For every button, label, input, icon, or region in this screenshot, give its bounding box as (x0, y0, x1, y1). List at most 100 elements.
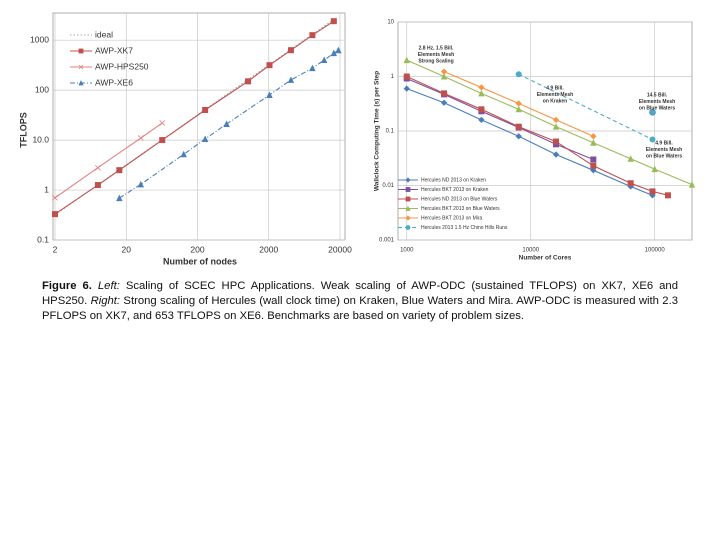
marker (201, 135, 209, 143)
marker (478, 84, 485, 91)
marker (137, 180, 145, 188)
caption-text: Scaling of SCEC HPC Applications. Weak s… (42, 280, 678, 307)
y-tick-label: 1 (44, 184, 49, 194)
marker (287, 47, 294, 54)
annotation: on Kraken (543, 98, 567, 104)
marker (180, 150, 187, 158)
figure: 0.1 1 10.0 100 1000 2 20 200 2000 20000 Number of … (18, 12, 696, 266)
marker (590, 156, 597, 163)
marker (478, 106, 485, 113)
legend-label: ideal (95, 29, 113, 39)
annotation: Elements Mesh (639, 99, 675, 105)
marker (78, 64, 84, 70)
y-tick-label: 0.01 (382, 183, 394, 189)
annotation-point (649, 109, 656, 116)
x-tick-label: 2000 (259, 244, 278, 254)
marker (223, 120, 230, 127)
marker (309, 32, 316, 39)
marker (590, 139, 597, 146)
marker (78, 80, 84, 86)
marker (405, 205, 411, 211)
marker (664, 192, 671, 199)
legend-label: Hercules 2013 1.5 Hz Chino Hills Runs (421, 225, 508, 231)
annotation: 2.8 Hz, 1.5 Bill. (419, 45, 454, 51)
marker (405, 177, 411, 183)
marker (405, 187, 411, 192)
marker (52, 194, 58, 201)
marker (590, 162, 597, 169)
legend-label: Hercules ND 2013 on Kraken (421, 177, 486, 183)
marker (440, 73, 448, 80)
marker (403, 85, 410, 92)
x-tick-label: 20000 (328, 244, 352, 254)
y-tick-label: 0.1 (386, 129, 395, 135)
marker (405, 196, 411, 202)
marker (287, 76, 295, 83)
annotation: Strong Scaling (418, 58, 453, 64)
x-tick-label: 100000 (645, 248, 666, 254)
marker (202, 107, 209, 114)
marker (590, 167, 597, 174)
annotation: Elements Mesh (646, 147, 682, 153)
marker (552, 123, 560, 130)
x-tick-label: 2 (53, 244, 58, 254)
marker (245, 78, 252, 85)
marker (553, 138, 560, 145)
y-tick-label: 10 (387, 20, 394, 26)
marker (627, 155, 634, 162)
y-tick-label: 0.001 (379, 238, 395, 244)
marker (440, 68, 448, 75)
marker (335, 46, 342, 54)
marker (266, 91, 273, 98)
marker (515, 123, 522, 130)
annotation: 4.9 Bill. (546, 85, 564, 91)
legend-label: Hercules BKT 2013 on Blue Waters (421, 206, 500, 212)
marker (137, 135, 144, 141)
y-tick-label: 1 (391, 74, 395, 80)
marker (330, 49, 338, 57)
marker (52, 211, 59, 218)
marker (320, 56, 328, 64)
marker (440, 99, 448, 106)
marker (515, 105, 522, 113)
marker (651, 165, 658, 173)
marker (116, 167, 123, 174)
marker (515, 71, 522, 78)
series-line (54, 20, 335, 215)
marker (116, 194, 123, 202)
series-line (406, 88, 653, 196)
annotation: 4.9 Bill. (655, 140, 673, 146)
marker (330, 18, 337, 25)
x-tick-label: 200 (190, 244, 204, 254)
annotation: on Blue Waters (646, 153, 682, 159)
annotation: Elements Mesh (537, 92, 573, 98)
marker (405, 215, 411, 221)
marker (478, 116, 485, 124)
caption-label: Figure 6. (42, 280, 92, 292)
x-tick-label: 1000 (400, 248, 414, 254)
marker (159, 137, 166, 144)
marker (159, 120, 166, 126)
marker (78, 48, 84, 54)
legend-label: AWP-XE6 (95, 77, 133, 87)
marker (309, 64, 316, 72)
caption-text: Left: (97, 280, 120, 292)
marker (94, 182, 101, 189)
y-axis-label: Wallclock Computing Time (s) per Step (374, 71, 381, 191)
marker (552, 116, 560, 124)
series-line (54, 122, 163, 199)
marker (649, 136, 656, 143)
marker (515, 100, 522, 107)
plot-area (52, 12, 346, 241)
annotation: on Blue Waters (639, 105, 675, 111)
y-tick-label: 10.0 (32, 134, 49, 144)
marker (627, 180, 634, 187)
x-tick-label: 20 (122, 244, 132, 254)
marker (403, 56, 410, 64)
marker (441, 90, 448, 97)
caption-text: Strong scaling of Hercules (wall clock t… (42, 295, 678, 322)
marker (266, 62, 273, 69)
marker (405, 225, 411, 230)
marker (688, 181, 696, 188)
y-tick-label: 0.1 (37, 234, 49, 244)
